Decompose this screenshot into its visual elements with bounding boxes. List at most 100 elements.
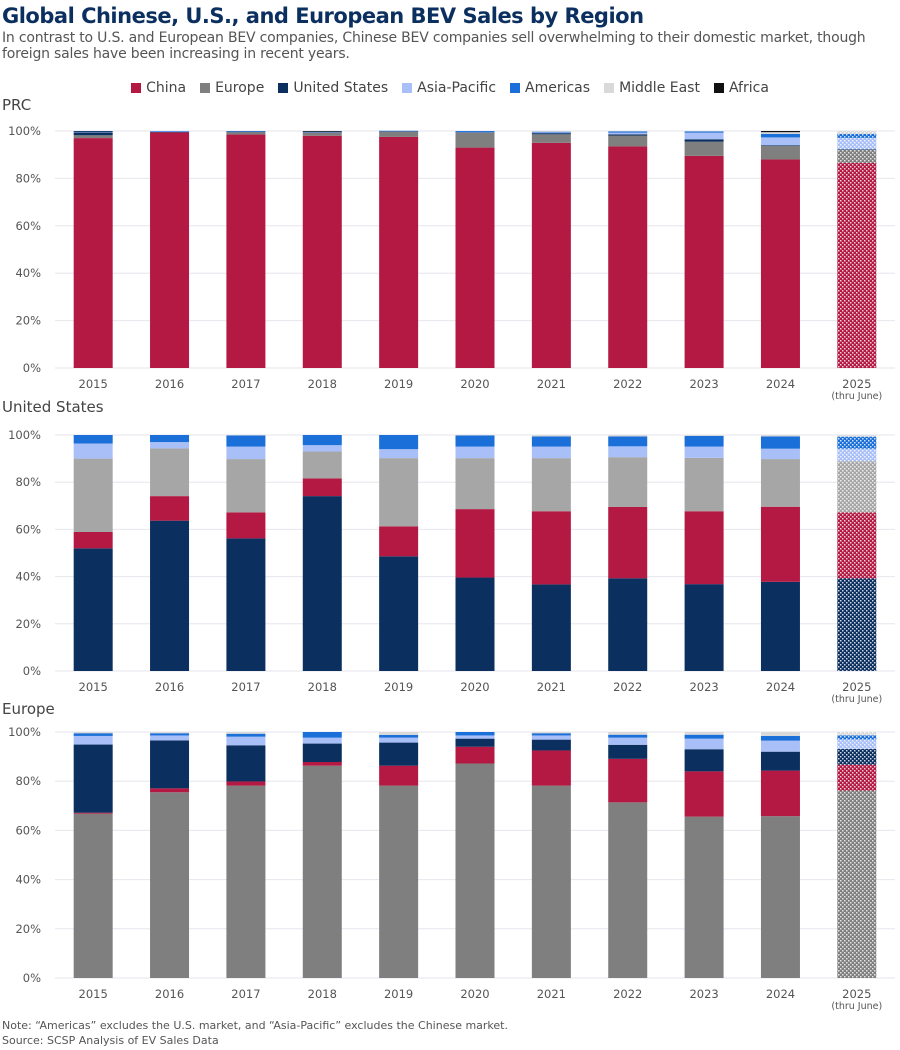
bar-segment-united-states-2021	[531, 739, 571, 751]
y-tick-label: 80%	[15, 475, 41, 489]
x-tick-label: 2021	[537, 987, 566, 1001]
chart-title: Global Chinese, U.S., and European BEV S…	[2, 4, 644, 28]
bar-segment-europe-2020	[455, 132, 495, 148]
bar-segment-china-2018	[302, 478, 342, 497]
bar-segment-americas-2019	[379, 734, 419, 738]
bar-segment-asia-pacific-2021	[531, 735, 571, 740]
bar-segment-united-states-2020	[455, 738, 495, 747]
bar-segment-europe-2015	[73, 458, 113, 532]
bar-segment-europe-2016	[150, 792, 190, 978]
bar-segment-americas-2017	[226, 733, 266, 737]
panel-title-us: United States	[2, 398, 104, 416]
x-tick-label: 2024	[766, 987, 795, 1001]
bar-segment-asia-pacific-2023	[684, 132, 724, 140]
y-tick-label: 100%	[8, 124, 41, 138]
bar-segment-united-states-2025	[837, 748, 877, 765]
bar-segment-middle-east-2023	[684, 435, 724, 436]
bar-segment-united-states-2018	[302, 743, 342, 763]
bar-segment-africa-2018	[302, 131, 342, 132]
bar-segment-china-2015	[73, 138, 113, 368]
bar-segment-china-2025	[837, 512, 877, 579]
bar-segment-europe-2019	[379, 131, 419, 137]
legend-swatch	[131, 83, 142, 93]
bar-segment-united-states-2021	[531, 584, 571, 671]
x-tick-label: 2015	[79, 680, 108, 694]
bar-segment-asia-pacific-2025	[837, 137, 877, 150]
legend-label: Europe	[215, 80, 265, 96]
bar-segment-united-states-2021	[531, 133, 571, 135]
x-tick-label: 2017	[231, 377, 260, 391]
bar-segment-united-states-2017	[226, 538, 266, 671]
y-tick-label: 60%	[15, 823, 41, 837]
legend-label: Middle East	[619, 80, 700, 96]
bar-segment-china-2015	[73, 812, 113, 814]
y-tick-label: 0%	[23, 361, 41, 375]
bar-segment-europe-2021	[531, 134, 571, 143]
bar-segment-middle-east-2019	[379, 732, 419, 735]
bar-segment-united-states-2020	[455, 577, 495, 671]
x-tick-label: 2016	[155, 680, 184, 694]
x-tick-label: 2018	[308, 987, 337, 1001]
x-tick-label: 2016	[155, 987, 184, 1001]
bar-segment-middle-east-2023	[684, 732, 724, 735]
bar-segment-europe-2024	[760, 816, 800, 978]
bar-segment-middle-east-2020	[455, 435, 495, 436]
bar-segment-united-states-2019	[379, 556, 419, 671]
y-tick-label: 20%	[15, 922, 41, 936]
y-tick-label: 100%	[8, 428, 41, 442]
bar-segment-middle-east-2023	[684, 131, 724, 132]
bar-segment-americas-2016	[150, 131, 190, 132]
x-tick-label: 2020	[460, 377, 489, 391]
bar-segment-asia-pacific-2021	[531, 446, 571, 459]
x-tick-label: 2018	[308, 680, 337, 694]
y-tick-label: 40%	[15, 266, 41, 280]
bar-segment-europe-2019	[379, 785, 419, 978]
bar-segment-china-2016	[150, 496, 190, 521]
bar-segment-united-states-2023	[684, 584, 724, 671]
x-tick-label: 2016	[155, 377, 184, 391]
bar-segment-china-2015	[73, 531, 113, 549]
bar-segment-united-states-2023	[684, 749, 724, 772]
bar-segment-asia-pacific-2016	[150, 442, 190, 449]
legend-item-africa: Africa	[713, 80, 769, 96]
x-tick-label: 2015	[79, 377, 108, 391]
bar-segment-middle-east-2024	[760, 132, 800, 134]
bar-segment-americas-2024	[760, 735, 800, 741]
source-note: Source: SCSP Analysis of EV Sales Data	[2, 1034, 219, 1047]
legend-label: Asia-Pacific	[417, 80, 497, 96]
chart-subtitle: In contrast to U.S. and European BEV com…	[2, 30, 866, 62]
y-tick-label: 100%	[8, 725, 41, 739]
bar-segment-china-2017	[226, 512, 266, 539]
bar-segment-americas-2022	[608, 436, 648, 447]
bar-segment-europe-2022	[608, 135, 648, 147]
bar-segment-asia-pacific-2015	[73, 735, 113, 745]
bar-segment-europe-2023	[684, 141, 724, 156]
bar-segment-europe-2025	[837, 461, 877, 513]
panel-title-prc: PRC	[2, 96, 32, 114]
bar-segment-united-states-2024	[760, 145, 800, 146]
bar-segment-europe-2025	[837, 149, 877, 163]
bar-segment-americas-2020	[455, 131, 495, 132]
bar-segment-china-2022	[608, 146, 648, 368]
bar-segment-europe-2023	[684, 816, 724, 978]
bar-segment-china-2016	[150, 788, 190, 793]
bar-segment-asia-pacific-2016	[150, 131, 190, 132]
bar-segment-europe-2017	[226, 132, 266, 135]
panel-title-europe: Europe	[2, 700, 55, 718]
bar-segment-china-2025	[837, 162, 877, 368]
bar-segment-europe-2016	[150, 448, 190, 497]
bar-segment-china-2025	[837, 764, 877, 791]
bar-segment-china-2022	[608, 758, 648, 803]
bar-segment-china-2017	[226, 134, 266, 368]
bar-segment-china-2021	[531, 142, 571, 368]
bar-segment-asia-pacific-2020	[455, 735, 495, 739]
bar-segment-asia-pacific-2021	[531, 132, 571, 134]
bar-segment-middle-east-2021	[531, 435, 571, 437]
x-tick-sublabel: (thru June)	[831, 694, 882, 705]
y-tick-label: 40%	[15, 873, 41, 887]
bar-segment-united-states-2017	[226, 745, 266, 782]
bar-segment-china-2021	[531, 750, 571, 786]
bar-segment-middle-east-2025	[837, 435, 877, 437]
bar-segment-united-states-2025	[837, 578, 877, 671]
